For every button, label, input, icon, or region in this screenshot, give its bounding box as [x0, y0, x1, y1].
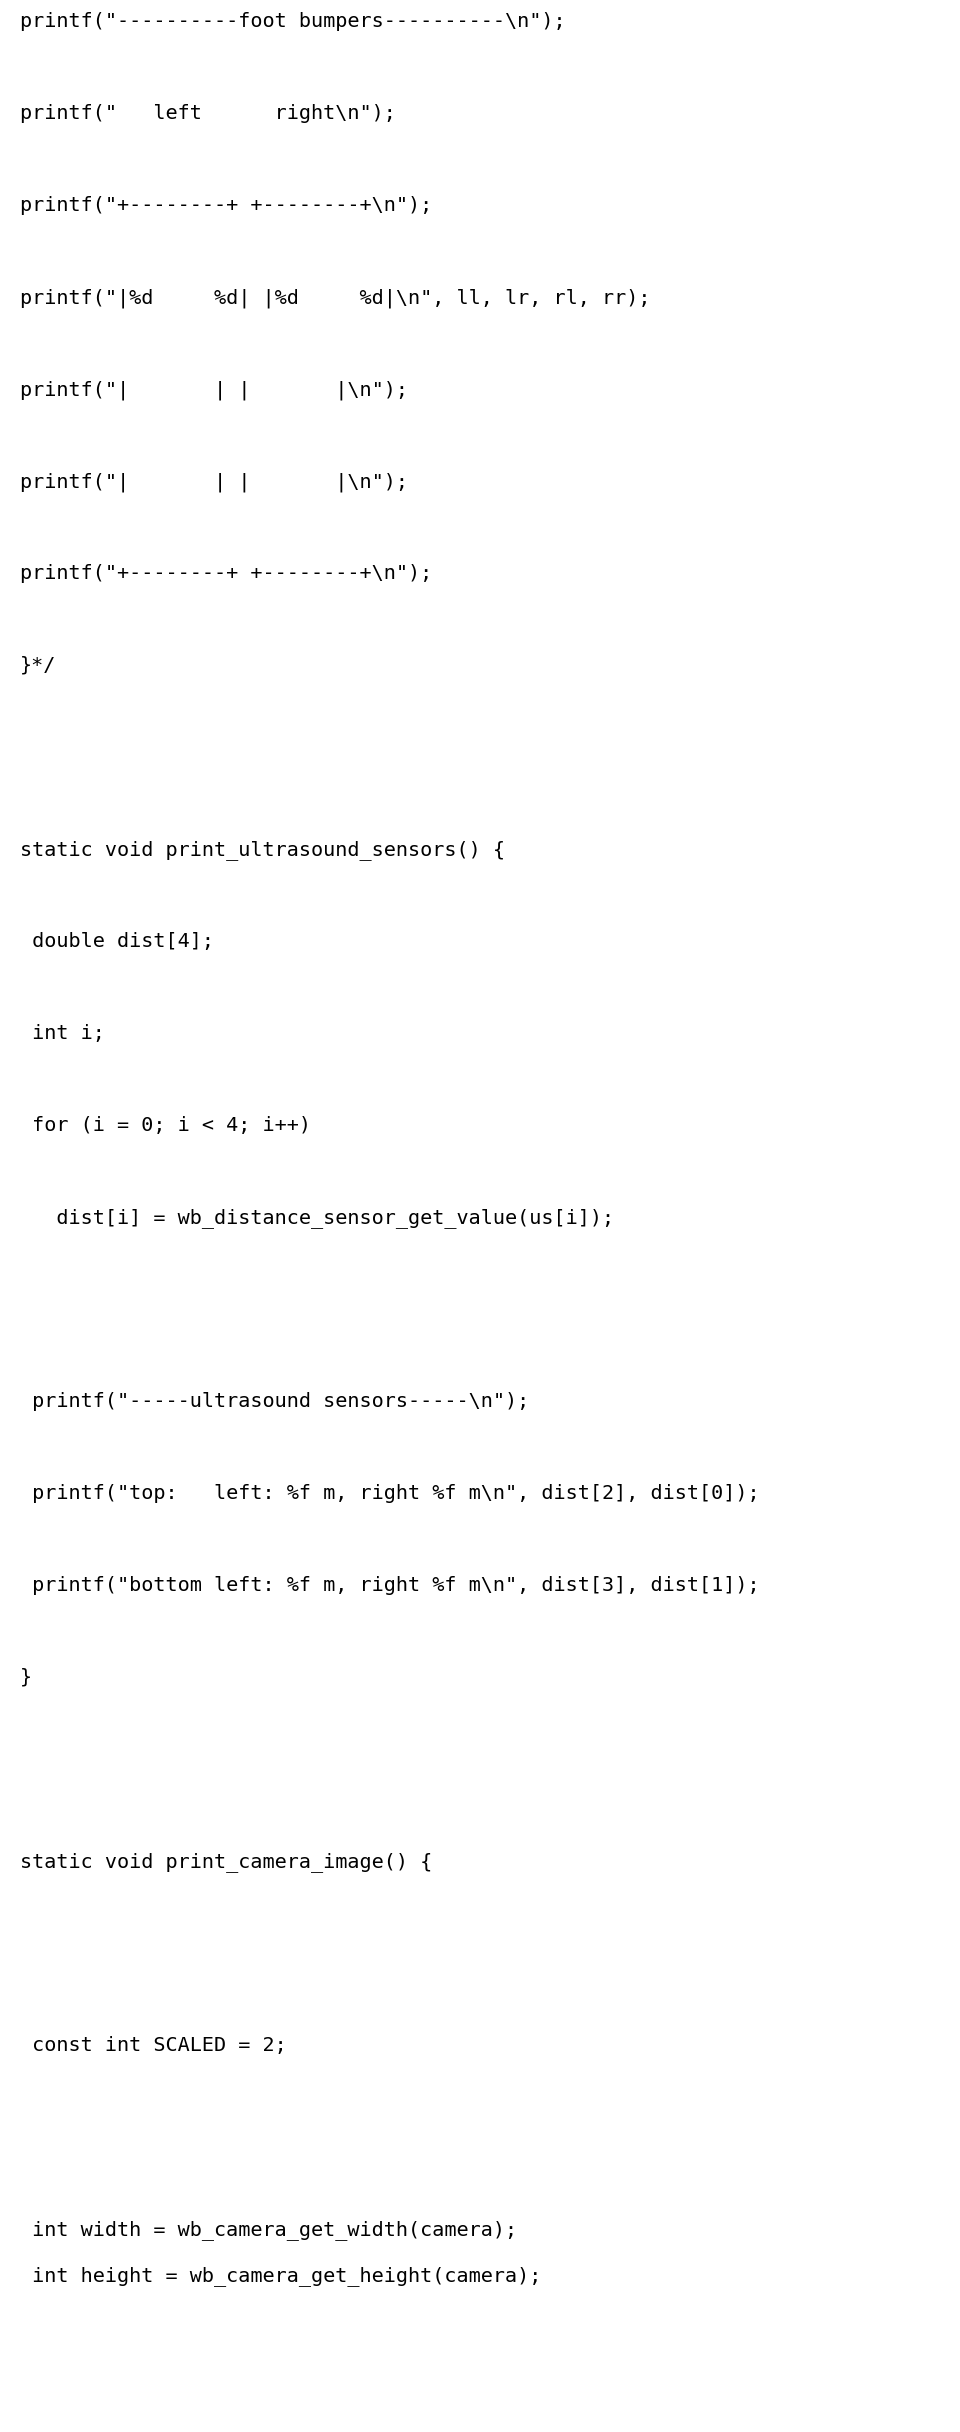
- Text: printf("top:   left: %f m, right %f m\n", dist[2], dist[0]);: printf("top: left: %f m, right %f m\n", …: [20, 1484, 759, 1503]
- Text: printf("bottom left: %f m, right %f m\n", dist[3], dist[1]);: printf("bottom left: %f m, right %f m\n"…: [20, 1576, 759, 1595]
- Text: double dist[4];: double dist[4];: [20, 931, 214, 951]
- Text: }*/: }*/: [20, 657, 57, 676]
- Text: printf("-----ultrasound sensors-----\n");: printf("-----ultrasound sensors-----\n")…: [20, 1391, 529, 1411]
- Text: static void print_ultrasound_sensors() {: static void print_ultrasound_sensors() {: [20, 839, 505, 861]
- Text: printf("|       | |       |\n");: printf("| | | |\n");: [20, 472, 408, 491]
- Text: }: }: [20, 1668, 32, 1688]
- Text: printf("|       | |       |\n");: printf("| | | |\n");: [20, 379, 408, 399]
- Text: printf("+--------+ +--------+\n");: printf("+--------+ +--------+\n");: [20, 564, 432, 584]
- Text: int i;: int i;: [20, 1024, 105, 1043]
- Text: dist[i] = wb_distance_sensor_get_value(us[i]);: dist[i] = wb_distance_sensor_get_value(u…: [20, 1209, 614, 1228]
- Text: printf("----------foot bumpers----------\n");: printf("----------foot bumpers----------…: [20, 12, 565, 32]
- Text: int width = wb_camera_get_width(camera);: int width = wb_camera_get_width(camera);: [20, 2220, 517, 2240]
- Text: for (i = 0; i < 4; i++): for (i = 0; i < 4; i++): [20, 1116, 311, 1136]
- Text: printf("+--------+ +--------+\n");: printf("+--------+ +--------+\n");: [20, 197, 432, 214]
- Text: static void print_camera_image() {: static void print_camera_image() {: [20, 1853, 432, 1873]
- Text: printf("   left      right\n");: printf(" left right\n");: [20, 105, 396, 124]
- Text: int height = wb_camera_get_height(camera);: int height = wb_camera_get_height(camera…: [20, 2267, 541, 2286]
- Text: printf("|%d     %d| |%d     %d|\n", ll, lr, rl, rr);: printf("|%d %d| |%d %d|\n", ll, lr, rl, …: [20, 287, 651, 306]
- Text: const int SCALED = 2;: const int SCALED = 2;: [20, 2036, 287, 2055]
